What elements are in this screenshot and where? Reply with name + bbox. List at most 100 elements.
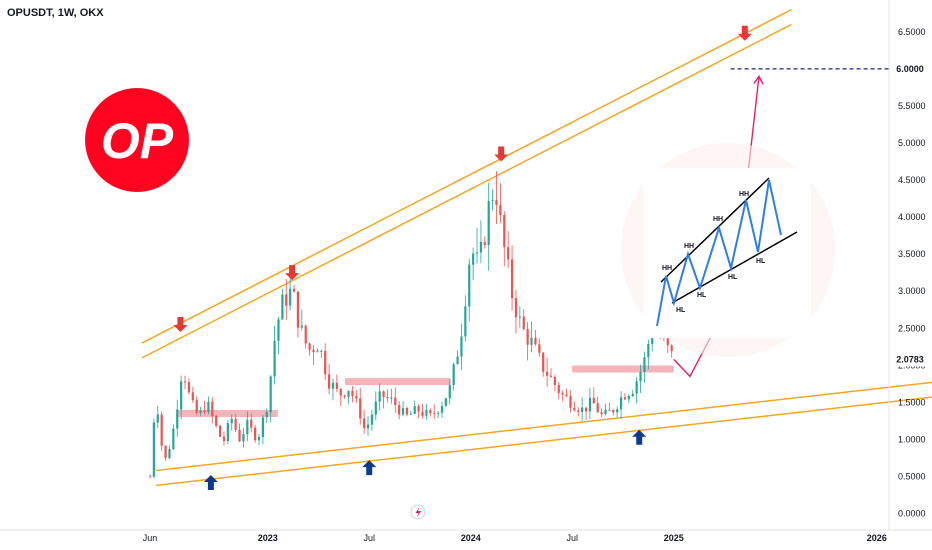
candle-124	[631, 393, 634, 396]
chart-title: OPUSDT, 1W, OKX	[7, 7, 104, 19]
candle-38	[296, 291, 300, 328]
candle-18	[218, 425, 222, 437]
candle-68	[413, 406, 416, 414]
buy-arrow-1	[362, 460, 377, 476]
buy-arrow-2	[632, 429, 647, 445]
candle-73	[433, 413, 436, 415]
flash-icon[interactable]	[410, 504, 426, 520]
upper-channel-line-1	[141, 8, 792, 344]
candle-9	[183, 381, 187, 383]
candle-113	[588, 397, 592, 412]
time-axis: Jun2023Jul2024Jul20252026Jul2027Jul2028J…	[0, 529, 932, 543]
candle-4	[164, 445, 167, 459]
candle-36	[289, 288, 292, 306]
candle-40	[304, 325, 307, 344]
candle-16	[211, 401, 214, 417]
candle-119	[612, 410, 615, 413]
candle-46	[327, 374, 331, 389]
candle-102	[546, 371, 549, 376]
candle-71	[425, 410, 428, 416]
candle-22	[234, 418, 237, 430]
candle-95	[518, 316, 521, 318]
candle-42	[312, 349, 315, 353]
candle-118	[608, 409, 611, 411]
candle-60	[382, 391, 385, 398]
candle-77	[448, 385, 451, 399]
inset-hh-label-3: HH	[739, 191, 749, 198]
candle-67	[409, 413, 412, 415]
price-tick-8: 2.5000	[898, 323, 926, 333]
resistance-zones	[176, 365, 674, 417]
candle-93	[510, 259, 514, 299]
inset-hl-label-0: HL	[676, 307, 686, 314]
candle-26	[250, 419, 253, 428]
candle-1	[152, 422, 155, 477]
arrows-layer	[173, 25, 752, 490]
candle-106	[561, 392, 564, 395]
sell-arrow-2	[494, 146, 509, 162]
candle-27	[254, 427, 257, 441]
price-tick-3: 5.0000	[898, 138, 926, 148]
candle-88	[491, 200, 494, 202]
price-tick-0: 6.5000	[898, 27, 926, 37]
candle-2	[156, 414, 159, 423]
candle-21	[230, 418, 233, 424]
op-logo: OP	[85, 88, 189, 192]
channel-lines	[141, 8, 932, 487]
candle-19	[222, 436, 226, 442]
candle-41	[308, 343, 311, 350]
candle-87	[487, 201, 490, 245]
candle-89	[495, 200, 498, 206]
inset-hh-label-0: HH	[662, 265, 672, 272]
candle-127	[643, 357, 646, 373]
price-tick-10: 1.5000	[898, 397, 926, 407]
candle-94	[514, 298, 518, 318]
candle-53	[355, 396, 358, 399]
inset-hh-label-2: HH	[713, 216, 723, 223]
candle-82	[468, 264, 471, 307]
candle-66	[405, 407, 409, 415]
candle-98	[530, 337, 533, 345]
inset-lower-line	[671, 231, 798, 304]
candle-15	[207, 401, 210, 413]
time-tick-3: 2024	[461, 533, 481, 543]
price-tick-2: 5.5000	[898, 101, 926, 111]
inset-hh-label-1: HH	[684, 243, 694, 250]
inset-hl-label-3: HL	[756, 258, 766, 265]
candle-110	[577, 410, 580, 413]
price-tick-12: 0.5000	[898, 471, 926, 481]
candle-63	[394, 397, 397, 406]
candle-51	[347, 390, 350, 397]
resistance-zone-1	[344, 378, 451, 386]
candle-29	[261, 417, 265, 437]
candle-103	[549, 375, 553, 377]
candle-37	[292, 288, 296, 292]
candle-11	[191, 392, 194, 401]
resistance-zone-0	[176, 409, 278, 417]
candle-122	[623, 397, 627, 400]
candle-31	[269, 376, 272, 413]
candle-69	[417, 406, 420, 412]
price-tick-6: 3.5000	[898, 249, 926, 259]
candle-120	[616, 409, 619, 413]
candle-28	[257, 436, 261, 441]
candle-62	[390, 397, 393, 399]
candle-34	[281, 294, 284, 320]
candle-112	[584, 407, 588, 412]
candle-10	[187, 382, 191, 393]
resistance-zone-2	[572, 365, 674, 373]
price-tick-11: 1.0000	[898, 434, 926, 444]
logo-text: OP	[101, 113, 174, 169]
price-tick-4: 4.5000	[898, 175, 926, 185]
candle-50	[343, 395, 346, 397]
candle-83	[472, 253, 475, 265]
candle-79	[456, 356, 459, 365]
candle-114	[592, 397, 595, 404]
price-axis: 6.5000 6.0000 5.5000 5.0000 4.5000 4.0000 3.50…	[888, 0, 928, 530]
candle-0	[148, 476, 152, 478]
candle-14	[203, 410, 206, 413]
time-tick-1: 2023	[258, 533, 278, 543]
target-price-badge-bg	[892, 61, 928, 76]
candle-57	[370, 414, 374, 425]
